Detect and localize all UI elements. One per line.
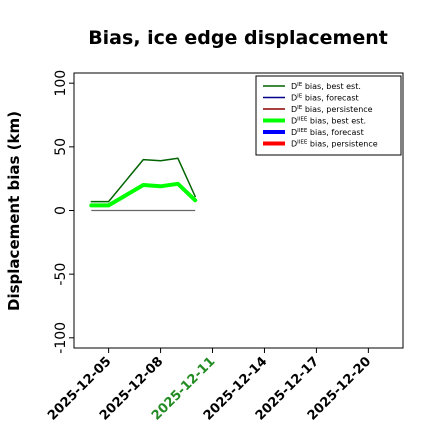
y-tick-label: 50 xyxy=(53,138,69,156)
y-tick-label: -100 xyxy=(53,322,69,354)
legend-superscript: IE xyxy=(297,82,303,88)
legend-entry: DIIEE bias, best est. xyxy=(291,117,366,126)
legend-superscript: IIEE xyxy=(297,140,308,146)
y-axis-label: Displacement bias (km) xyxy=(5,111,23,311)
y-tick-label: -50 xyxy=(53,263,69,286)
y-tick-label: 0 xyxy=(53,206,69,215)
legend-symbol: D xyxy=(291,82,297,91)
legend-entry: DIIEE bias, persistence xyxy=(291,140,378,149)
legend-label: bias, best est. xyxy=(307,117,366,126)
legend-superscript: IE xyxy=(297,105,303,111)
legend-entry: DIIEE bias, forecast xyxy=(291,128,364,137)
legend-superscript: IIEE xyxy=(297,117,308,123)
legend-entry: DIE bias, persistence xyxy=(291,105,373,114)
y-tick-label: 100 xyxy=(53,70,69,97)
legend-superscript: IE xyxy=(297,94,303,100)
series-line-4 xyxy=(89,181,198,208)
legend-entry: DIE bias, forecast xyxy=(291,94,359,103)
legend-label: bias, persistence xyxy=(302,105,372,114)
legend-superscript: IIEE xyxy=(297,128,308,134)
legend-symbol: D xyxy=(291,94,297,103)
legend-label: bias, persistence xyxy=(307,140,377,149)
legend-entry: DIE bias, best est. xyxy=(291,82,361,91)
legend-label: bias, best est. xyxy=(302,82,361,91)
legend-label: bias, forecast xyxy=(302,94,358,103)
legend-label: bias, forecast xyxy=(307,128,363,137)
series-line-1 xyxy=(90,157,196,203)
chart-title: Bias, ice edge displacement xyxy=(88,27,388,49)
legend-symbol: D xyxy=(291,105,297,114)
legend-symbol: D xyxy=(291,140,297,149)
legend-symbol: D xyxy=(291,117,297,126)
legend-symbol: D xyxy=(291,128,297,137)
